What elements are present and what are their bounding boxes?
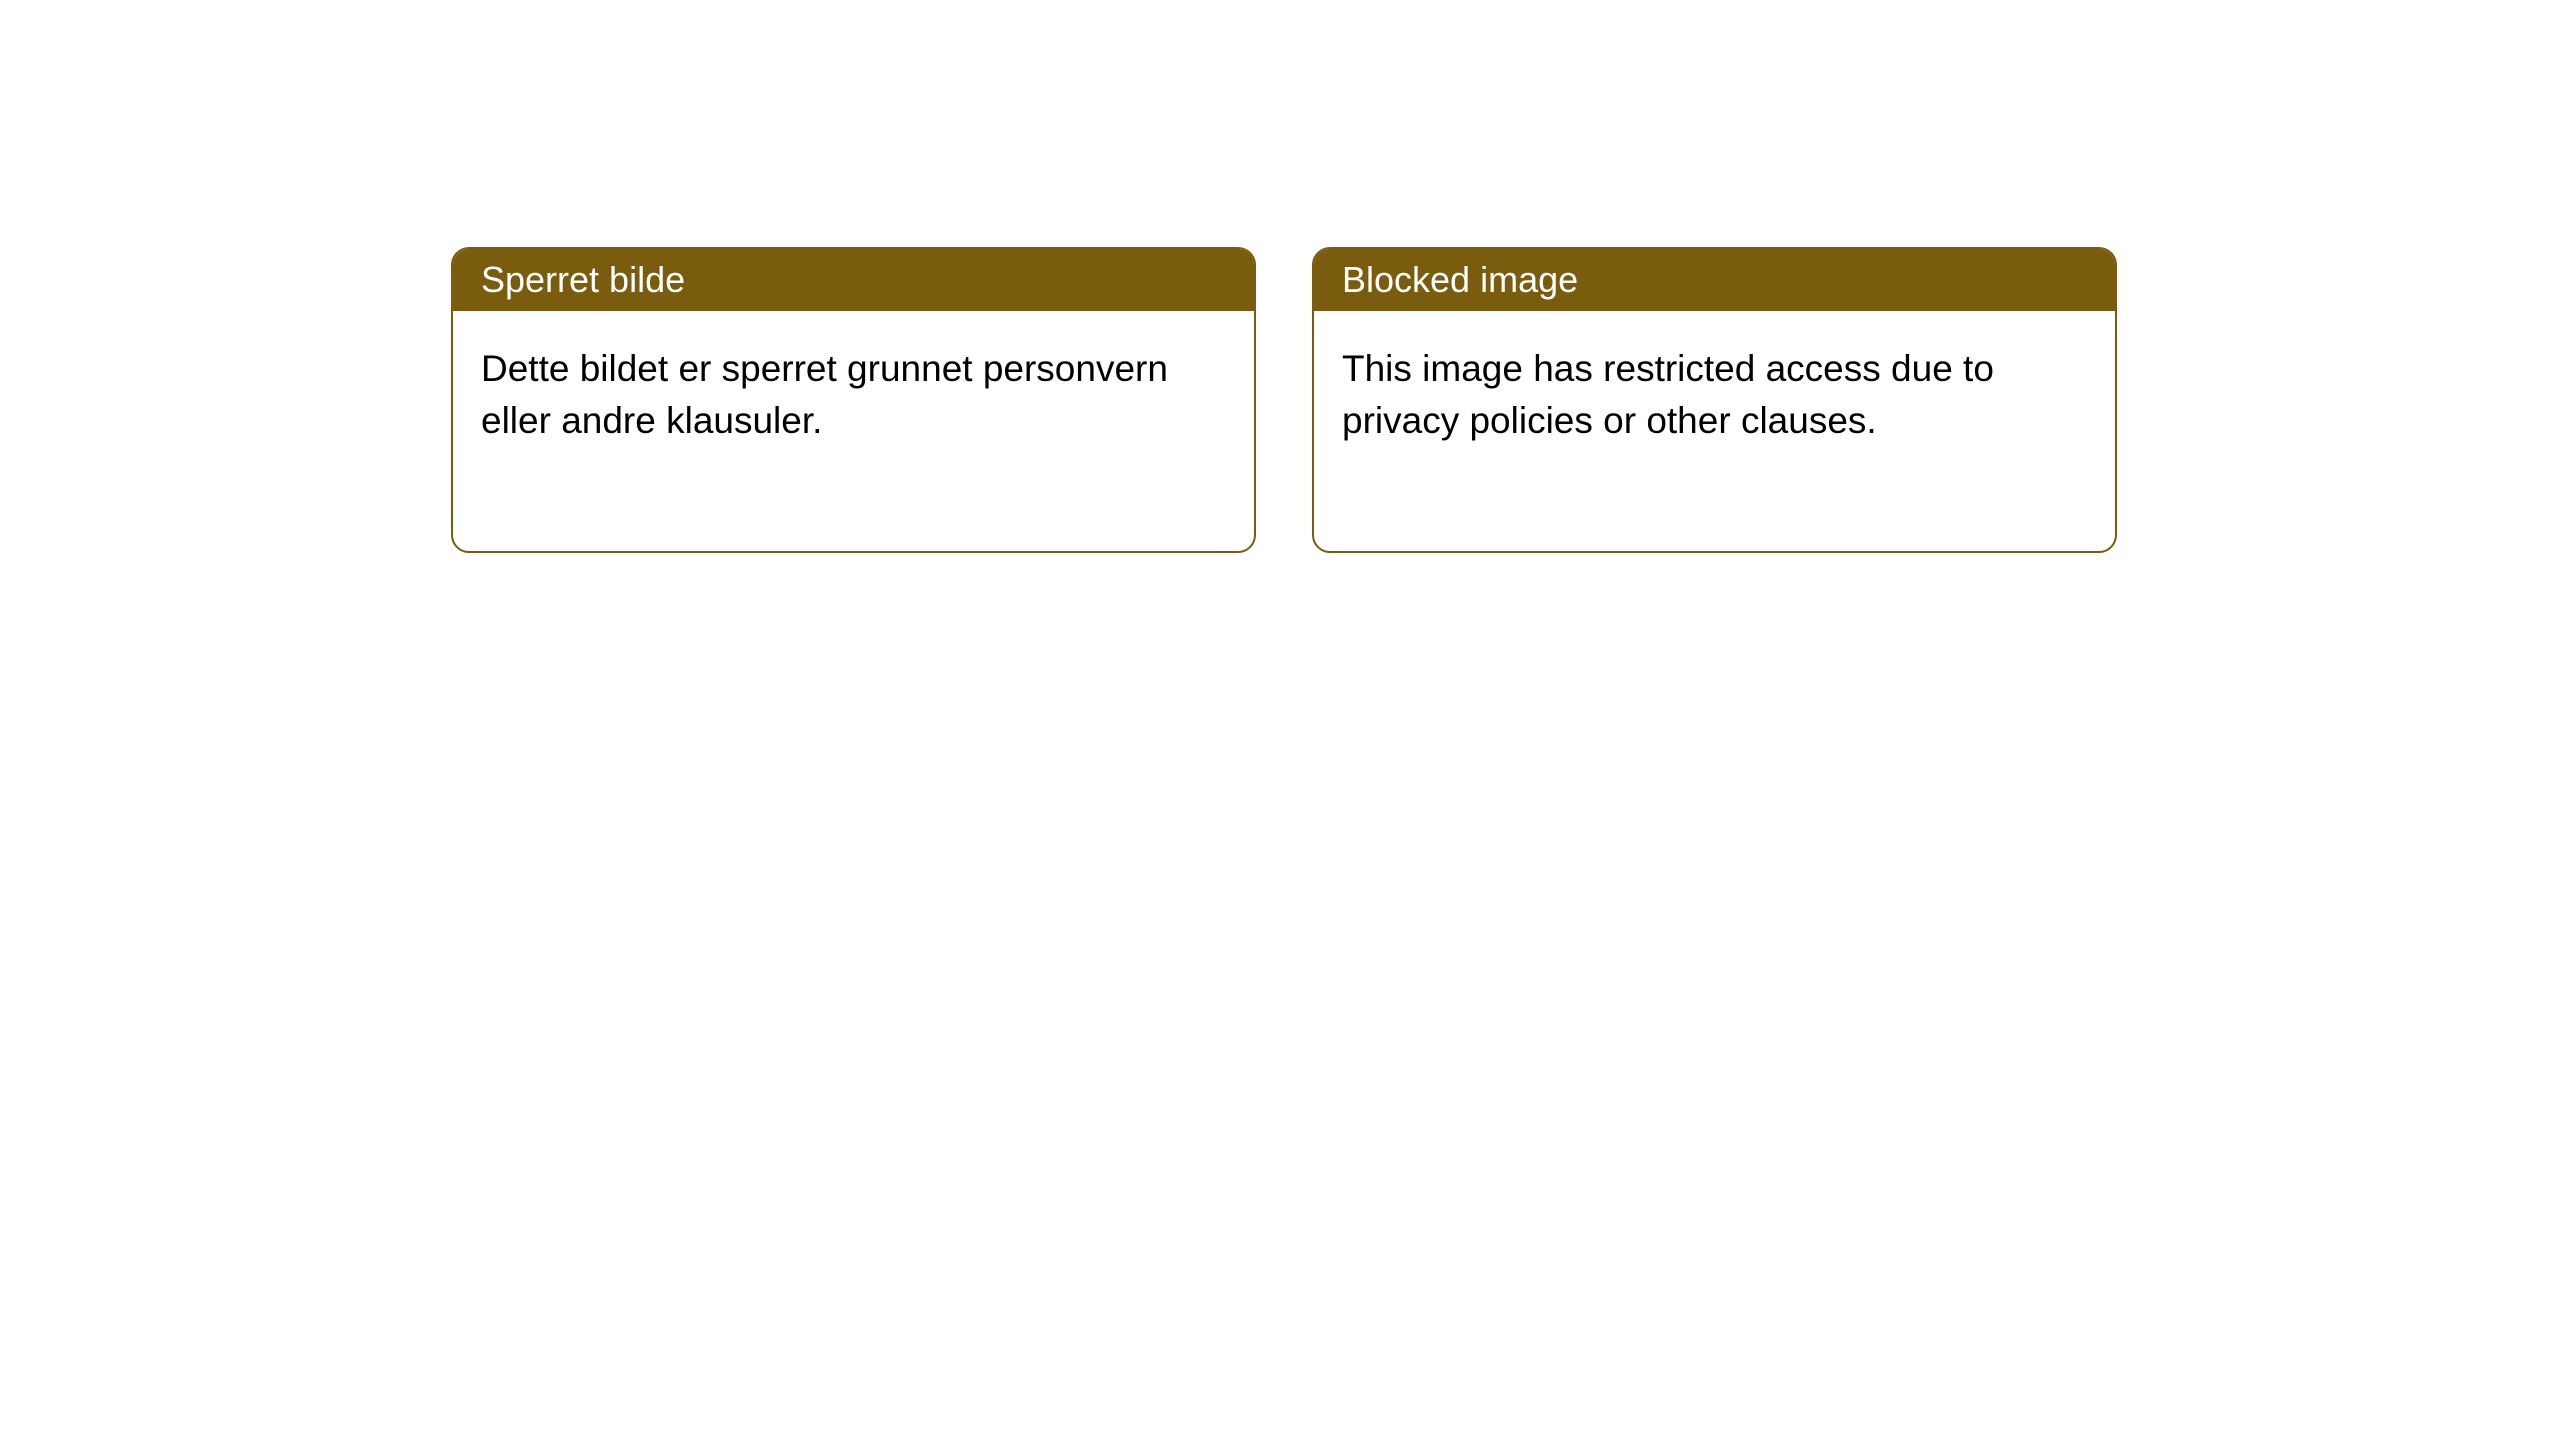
- notice-title-en: Blocked image: [1314, 249, 2115, 311]
- notice-body-en: This image has restricted access due to …: [1314, 311, 2115, 551]
- notice-card-nb: Sperret bilde Dette bildet er sperret gr…: [451, 247, 1256, 553]
- notice-card-en: Blocked image This image has restricted …: [1312, 247, 2117, 553]
- notice-container: Sperret bilde Dette bildet er sperret gr…: [0, 0, 2560, 553]
- notice-body-nb: Dette bildet er sperret grunnet personve…: [453, 311, 1254, 551]
- notice-title-nb: Sperret bilde: [453, 249, 1254, 311]
